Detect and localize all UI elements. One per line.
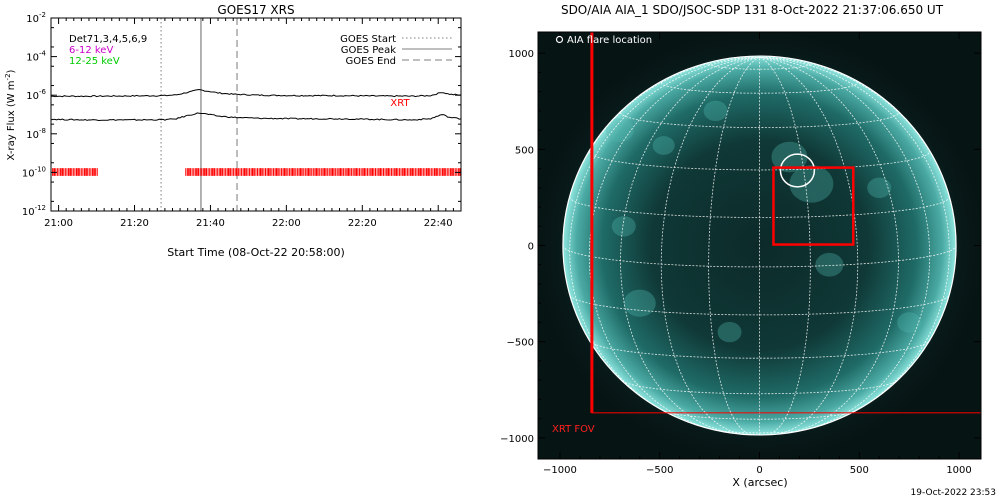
aia-bright-region [897,312,922,333]
aia-grid-longitude [759,56,950,421]
aia-x-tick-label: −500 [646,465,673,476]
aia-x-tick-label: 500 [850,465,869,476]
aia-x-tick-label: 0 [756,465,762,476]
aia-bright-region [605,118,634,142]
goes-legend-label: GOES Start [340,34,396,45]
goes-legend-label: GOES End [346,56,396,67]
aia-x-tick-label: −1000 [543,465,577,476]
aia-bright-region [611,216,636,237]
aia-y-tick-label: −500 [507,338,534,349]
aia-y-tick-label: 500 [515,145,534,156]
goes-legend-label: GOES Peak [341,45,396,56]
aia-grid-longitude [660,56,760,435]
aia-bright-region [815,252,844,277]
aia-image-chart: SDO/AIA AIA_1 SDO/JSOC-SDP 131 8-Oct-202… [500,3,982,489]
aia-grid-latitude [622,380,897,395]
aia-grid-longitude [620,56,760,434]
goes-x-tick-label: 21:20 [120,218,149,229]
goes-chart-title: GOES17 XRS [217,3,294,17]
goes-x-tick-label: 21:40 [196,218,225,229]
goes-axis-ticks: 10-12 10-10 10-8 10-6 10-4 10-2 21:00 21:20 21:4… [22,11,461,229]
aia-bright-region [717,321,742,343]
aia-flare-location-label: AIA flare location [567,35,652,46]
aia-y-tick-label: −1000 [500,434,534,445]
aia-grid-latitude [663,410,856,420]
aia-grid-longitude [569,56,760,421]
goes-xrs-chart: GOES17 XRS X-ray Flux (W m-2) Start Time… [4,3,462,259]
goes-x-tick-label: 22:20 [348,218,377,229]
aia-grid-longitude [759,56,811,436]
goes-x-tick-label: 22:00 [272,218,301,229]
aia-flare-legend-icon [555,35,564,44]
aia-bright-region [652,136,675,155]
goes-y-tick-label: 10-10 [22,165,46,179]
goes-series-low [50,112,462,122]
goes-y-tick-label: 10-6 [26,88,46,102]
aia-axis-ticks: −1000 −500 0 500 1000 −1000 −500 0 500 1000 [500,32,981,476]
aia-heliographic-grid [562,56,957,436]
aia-grid-longitude [759,56,859,435]
goes-plot-area: XRT [50,18,462,211]
aia-chart-title: SDO/AIA AIA_1 SDO/JSOC-SDP 131 8-Oct-202… [561,3,944,17]
goes-x-tick-label: 22:40 [424,218,453,229]
aia-target-box [772,166,855,246]
aia-bright-region [703,100,728,122]
aia-bright-region [867,177,892,198]
aia-grid-latitude [589,341,930,359]
aia-x-tick-label: 1000 [946,465,971,476]
aia-grid-longitude [759,56,931,431]
goes-xrt-label: XRT [390,98,410,109]
goes-series-high [50,88,462,98]
aia-x-axis-title: X (arcsec) [732,476,787,489]
aia-bright-region [789,165,834,203]
goes-channel-label: 12-25 keV [69,56,120,67]
goes-x-axis-title: Start Time (08-Oct-22 20:58:00) [167,246,345,259]
aia-grid-longitude [759,56,899,434]
goes-channel-label: 6-12 keV [69,45,113,56]
goes-y-axis-label: X-ray Flux (W m-2) [4,69,17,160]
aia-image-area [538,32,981,459]
aia-limb [562,55,957,436]
aia-grid-latitude [569,295,950,316]
footer-timestamp: 19-Oct-2022 23:53 [910,488,996,498]
goes-y-axis-title: X-ray Flux (W m-2) [4,69,17,160]
goes-y-tick-label: 10-2 [26,11,46,25]
aia-bright-region [623,289,656,317]
aia-bright-region [771,141,808,173]
aia-grid-latitude [620,112,899,129]
goes-x-tick-label: 21:00 [44,218,73,229]
aia-grid-longitude [708,56,760,436]
goes-channel-label: Det71,3,4,5,6,9 [69,34,147,45]
goes-y-tick-label: 10-8 [26,127,46,141]
goes-y-tick-label: 10-12 [22,204,46,218]
goes-xrt-coverage [50,168,461,176]
aia-flare-circle [779,153,816,188]
aia-y-tick-label: 1000 [509,49,534,60]
aia-y-tick-label: 0 [528,242,534,253]
goes-y-tick-label: 10-4 [26,50,46,64]
aia-xrt-fov-label: XRT FOV [552,424,595,435]
